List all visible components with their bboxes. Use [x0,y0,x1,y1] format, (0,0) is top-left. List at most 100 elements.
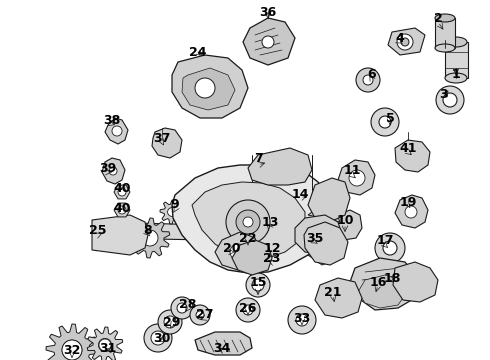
Text: 6: 6 [368,68,376,81]
Text: 27: 27 [196,309,214,321]
Text: 17: 17 [376,234,394,247]
Circle shape [236,298,260,322]
Text: 20: 20 [223,242,241,255]
Polygon shape [87,327,123,360]
Polygon shape [192,182,305,258]
Text: 34: 34 [213,342,231,355]
Circle shape [144,324,172,352]
Circle shape [371,108,399,136]
Circle shape [62,340,82,360]
Circle shape [356,68,380,92]
Polygon shape [338,160,375,195]
Polygon shape [114,185,130,199]
Circle shape [243,217,253,227]
Polygon shape [243,18,295,65]
Text: 40: 40 [113,202,131,215]
Circle shape [151,331,165,345]
Polygon shape [395,195,428,228]
Polygon shape [105,118,128,144]
Text: 16: 16 [369,275,387,288]
Circle shape [363,75,373,85]
Text: 12: 12 [263,242,281,255]
Circle shape [262,36,274,48]
Circle shape [98,338,112,352]
Polygon shape [160,200,184,224]
Polygon shape [295,215,342,255]
Circle shape [230,244,246,260]
Polygon shape [130,218,170,258]
Polygon shape [333,210,362,240]
Circle shape [142,230,158,246]
Text: 38: 38 [103,113,121,126]
Circle shape [401,38,409,46]
Text: 13: 13 [261,216,279,229]
Text: 8: 8 [144,224,152,237]
Polygon shape [358,275,405,308]
Text: 4: 4 [395,31,404,45]
Circle shape [196,311,204,319]
Circle shape [349,170,365,186]
Ellipse shape [435,14,455,22]
Circle shape [405,206,417,218]
Circle shape [375,233,405,263]
Circle shape [226,200,270,244]
Circle shape [99,339,111,351]
Circle shape [118,206,126,214]
Text: 9: 9 [171,198,179,211]
Circle shape [195,78,215,98]
Ellipse shape [445,73,467,83]
Circle shape [171,297,193,319]
Circle shape [243,305,253,315]
Text: 37: 37 [153,131,171,144]
Polygon shape [308,248,340,265]
Text: 19: 19 [399,195,416,208]
Text: 15: 15 [249,276,267,289]
Circle shape [158,310,182,334]
Text: 2: 2 [434,12,442,24]
Polygon shape [395,140,430,172]
Text: 5: 5 [386,112,394,125]
Circle shape [383,241,397,255]
Polygon shape [195,332,252,355]
Text: 31: 31 [99,342,117,355]
Text: 1: 1 [452,68,461,81]
Text: 21: 21 [324,285,342,298]
Ellipse shape [445,37,467,47]
Text: 41: 41 [399,141,417,154]
Text: 35: 35 [306,231,324,244]
Circle shape [379,116,391,128]
Polygon shape [172,165,332,273]
Text: 30: 30 [153,332,171,345]
Circle shape [246,273,270,297]
Text: 3: 3 [439,89,447,102]
Text: 29: 29 [163,315,181,328]
Text: 25: 25 [89,224,107,237]
Circle shape [168,208,176,216]
Text: 18: 18 [383,271,401,284]
Polygon shape [388,28,425,55]
Text: 14: 14 [291,189,309,202]
Polygon shape [393,262,438,302]
Polygon shape [308,178,350,222]
Text: 32: 32 [63,343,81,356]
Polygon shape [315,278,362,318]
Text: 11: 11 [343,163,361,176]
Circle shape [236,210,260,234]
Text: 26: 26 [239,302,257,315]
Text: 22: 22 [239,231,257,244]
Polygon shape [350,258,418,310]
Polygon shape [445,42,468,78]
Polygon shape [215,232,260,270]
Circle shape [397,34,413,50]
Polygon shape [172,55,248,118]
Circle shape [252,279,264,291]
Circle shape [62,340,82,360]
Polygon shape [435,18,455,48]
Text: 33: 33 [294,311,311,324]
Circle shape [177,303,187,313]
Polygon shape [46,324,98,360]
Circle shape [190,305,210,325]
Polygon shape [102,158,125,184]
Circle shape [288,306,316,334]
Text: 23: 23 [263,252,281,265]
